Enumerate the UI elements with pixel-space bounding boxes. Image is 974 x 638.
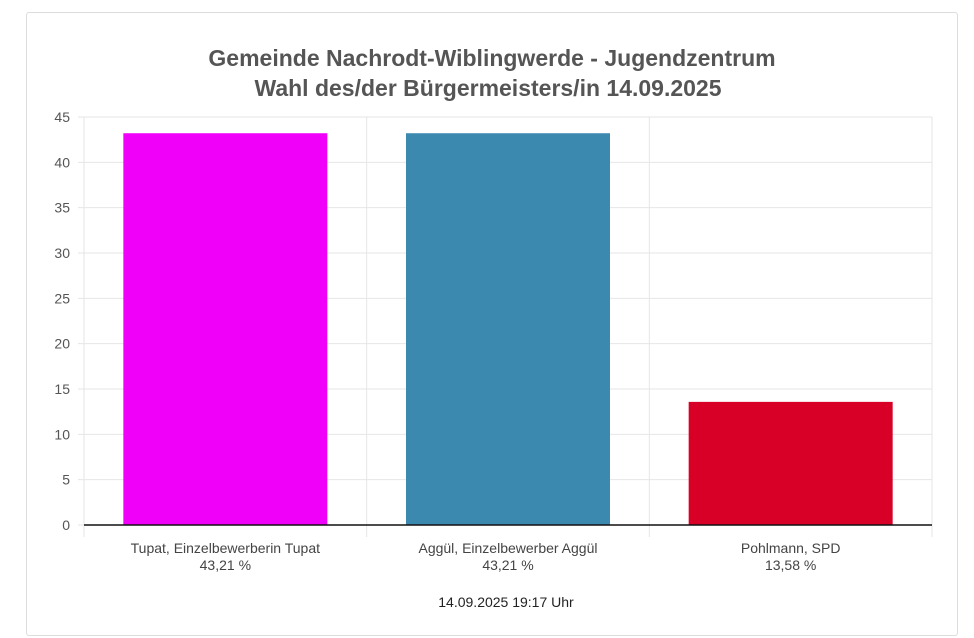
x-category-label: Aggül, Einzelbewerber Aggül <box>418 540 597 556</box>
chart-title-line-1: Gemeinde Nachrodt-Wiblingwerde - Jugendz… <box>208 45 775 71</box>
y-tick-label: 40 <box>54 154 70 170</box>
chart-title-line-2: Wahl des/der Bürgermeisters/in 14.09.202… <box>254 75 721 101</box>
y-tick-label: 30 <box>54 245 70 261</box>
bar <box>406 133 610 525</box>
bar <box>123 133 328 525</box>
bars <box>123 133 893 525</box>
bar <box>688 401 893 525</box>
x-category-percent-label: 13,58 % <box>765 557 816 573</box>
y-tick-label: 0 <box>62 517 70 533</box>
y-tick-label: 25 <box>54 290 70 306</box>
chart-title: Gemeinde Nachrodt-Wiblingwerde - Jugendz… <box>208 45 775 101</box>
y-tick-label: 10 <box>54 426 70 442</box>
y-axis-tick-labels: 0 5 10 15 20 25 30 35 40 45 <box>54 109 70 533</box>
x-category-percent-label: 43,21 % <box>482 557 533 573</box>
y-tick-label: 20 <box>54 336 70 352</box>
y-tick-label: 15 <box>54 381 70 397</box>
x-category-label: Pohlmann, SPD <box>741 540 841 556</box>
timestamp-label: 14.09.2025 19:17 Uhr <box>438 594 574 610</box>
y-tick-label: 5 <box>62 472 70 488</box>
x-category-label: Tupat, Einzelbewerberin Tupat <box>131 540 320 556</box>
x-category-percent-label: 43,21 % <box>200 557 251 573</box>
y-tick-label: 45 <box>54 109 70 125</box>
y-tick-label: 35 <box>54 200 70 216</box>
